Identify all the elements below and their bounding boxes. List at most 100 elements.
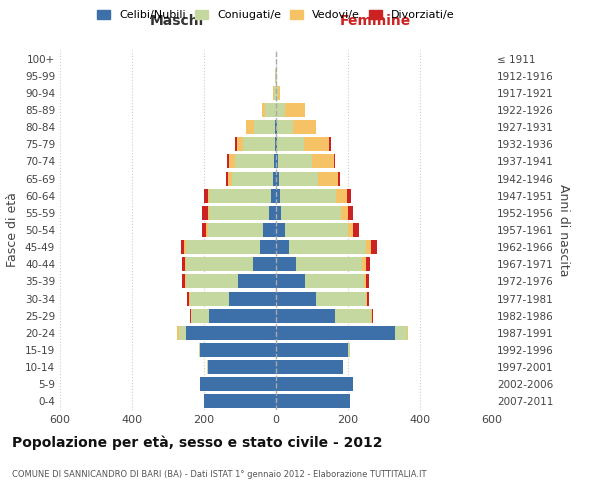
Bar [276, 154, 278, 168]
Bar [185, 258, 186, 272]
Bar [276, 206, 281, 220]
Bar [186, 240, 260, 254]
Bar [276, 138, 277, 151]
Bar [407, 326, 408, 340]
Bar [362, 258, 366, 272]
Bar [293, 120, 316, 134]
Bar [364, 274, 366, 288]
Bar [177, 326, 179, 340]
Bar [367, 292, 369, 306]
Bar [229, 154, 235, 168]
Bar [235, 154, 274, 168]
Bar [278, 86, 280, 100]
Bar [186, 274, 238, 288]
Bar [209, 308, 276, 322]
Bar [190, 292, 229, 306]
Bar [348, 343, 350, 357]
Bar [312, 154, 334, 168]
Bar [204, 394, 276, 408]
Bar [237, 138, 242, 151]
Bar [274, 86, 276, 100]
Bar [275, 68, 276, 82]
Bar [347, 188, 350, 202]
Bar [190, 308, 191, 322]
Bar [276, 120, 277, 134]
Bar [341, 206, 348, 220]
Bar [276, 292, 316, 306]
Bar [276, 86, 278, 100]
Bar [265, 103, 276, 117]
Bar [305, 274, 364, 288]
Bar [229, 292, 276, 306]
Bar [395, 326, 407, 340]
Bar [204, 188, 208, 202]
Legend: Celibi/Nubili, Coniugati/e, Vedovi/e, Divorziati/e: Celibi/Nubili, Coniugati/e, Vedovi/e, Di… [93, 5, 459, 24]
Bar [276, 378, 353, 392]
Bar [191, 308, 209, 322]
Text: Popolazione per età, sesso e stato civile - 2012: Popolazione per età, sesso e stato civil… [12, 435, 383, 450]
Bar [336, 188, 347, 202]
Bar [276, 258, 296, 272]
Bar [227, 154, 229, 168]
Bar [202, 223, 206, 237]
Bar [254, 120, 275, 134]
Bar [186, 326, 276, 340]
Text: COMUNE DI SANNICANDRO DI BARI (BA) - Dati ISTAT 1° gennaio 2012 - Elaborazione T: COMUNE DI SANNICANDRO DI BARI (BA) - Dat… [12, 470, 427, 479]
Bar [276, 274, 305, 288]
Bar [348, 223, 353, 237]
Bar [208, 223, 263, 237]
Bar [372, 308, 373, 322]
Bar [276, 240, 289, 254]
Bar [260, 240, 276, 254]
Bar [276, 326, 395, 340]
Bar [279, 172, 319, 185]
Bar [319, 172, 338, 185]
Bar [275, 138, 276, 151]
Bar [186, 258, 253, 272]
Bar [185, 274, 186, 288]
Bar [269, 206, 276, 220]
Bar [280, 188, 336, 202]
Bar [276, 103, 285, 117]
Bar [200, 343, 276, 357]
Bar [226, 172, 228, 185]
Bar [207, 360, 208, 374]
Bar [208, 206, 209, 220]
Bar [366, 292, 367, 306]
Bar [276, 172, 279, 185]
Bar [182, 274, 185, 288]
Bar [276, 308, 335, 322]
Bar [189, 292, 190, 306]
Bar [209, 206, 269, 220]
Bar [208, 360, 276, 374]
Bar [371, 240, 377, 254]
Bar [276, 68, 277, 82]
Bar [304, 138, 329, 151]
Bar [329, 138, 331, 151]
Bar [263, 223, 276, 237]
Bar [285, 223, 348, 237]
Bar [242, 138, 275, 151]
Bar [184, 240, 186, 254]
Bar [247, 120, 254, 134]
Bar [338, 172, 340, 185]
Bar [276, 394, 350, 408]
Bar [275, 120, 276, 134]
Bar [253, 258, 276, 272]
Text: Femmine: Femmine [340, 14, 411, 28]
Bar [200, 378, 276, 392]
Bar [371, 308, 372, 322]
Bar [296, 258, 362, 272]
Bar [276, 360, 343, 374]
Bar [206, 223, 208, 237]
Bar [208, 188, 209, 202]
Bar [238, 274, 276, 288]
Bar [276, 188, 280, 202]
Bar [276, 343, 348, 357]
Bar [187, 292, 189, 306]
Bar [199, 343, 200, 357]
Bar [274, 154, 276, 168]
Bar [316, 292, 366, 306]
Bar [277, 120, 293, 134]
Bar [181, 240, 184, 254]
